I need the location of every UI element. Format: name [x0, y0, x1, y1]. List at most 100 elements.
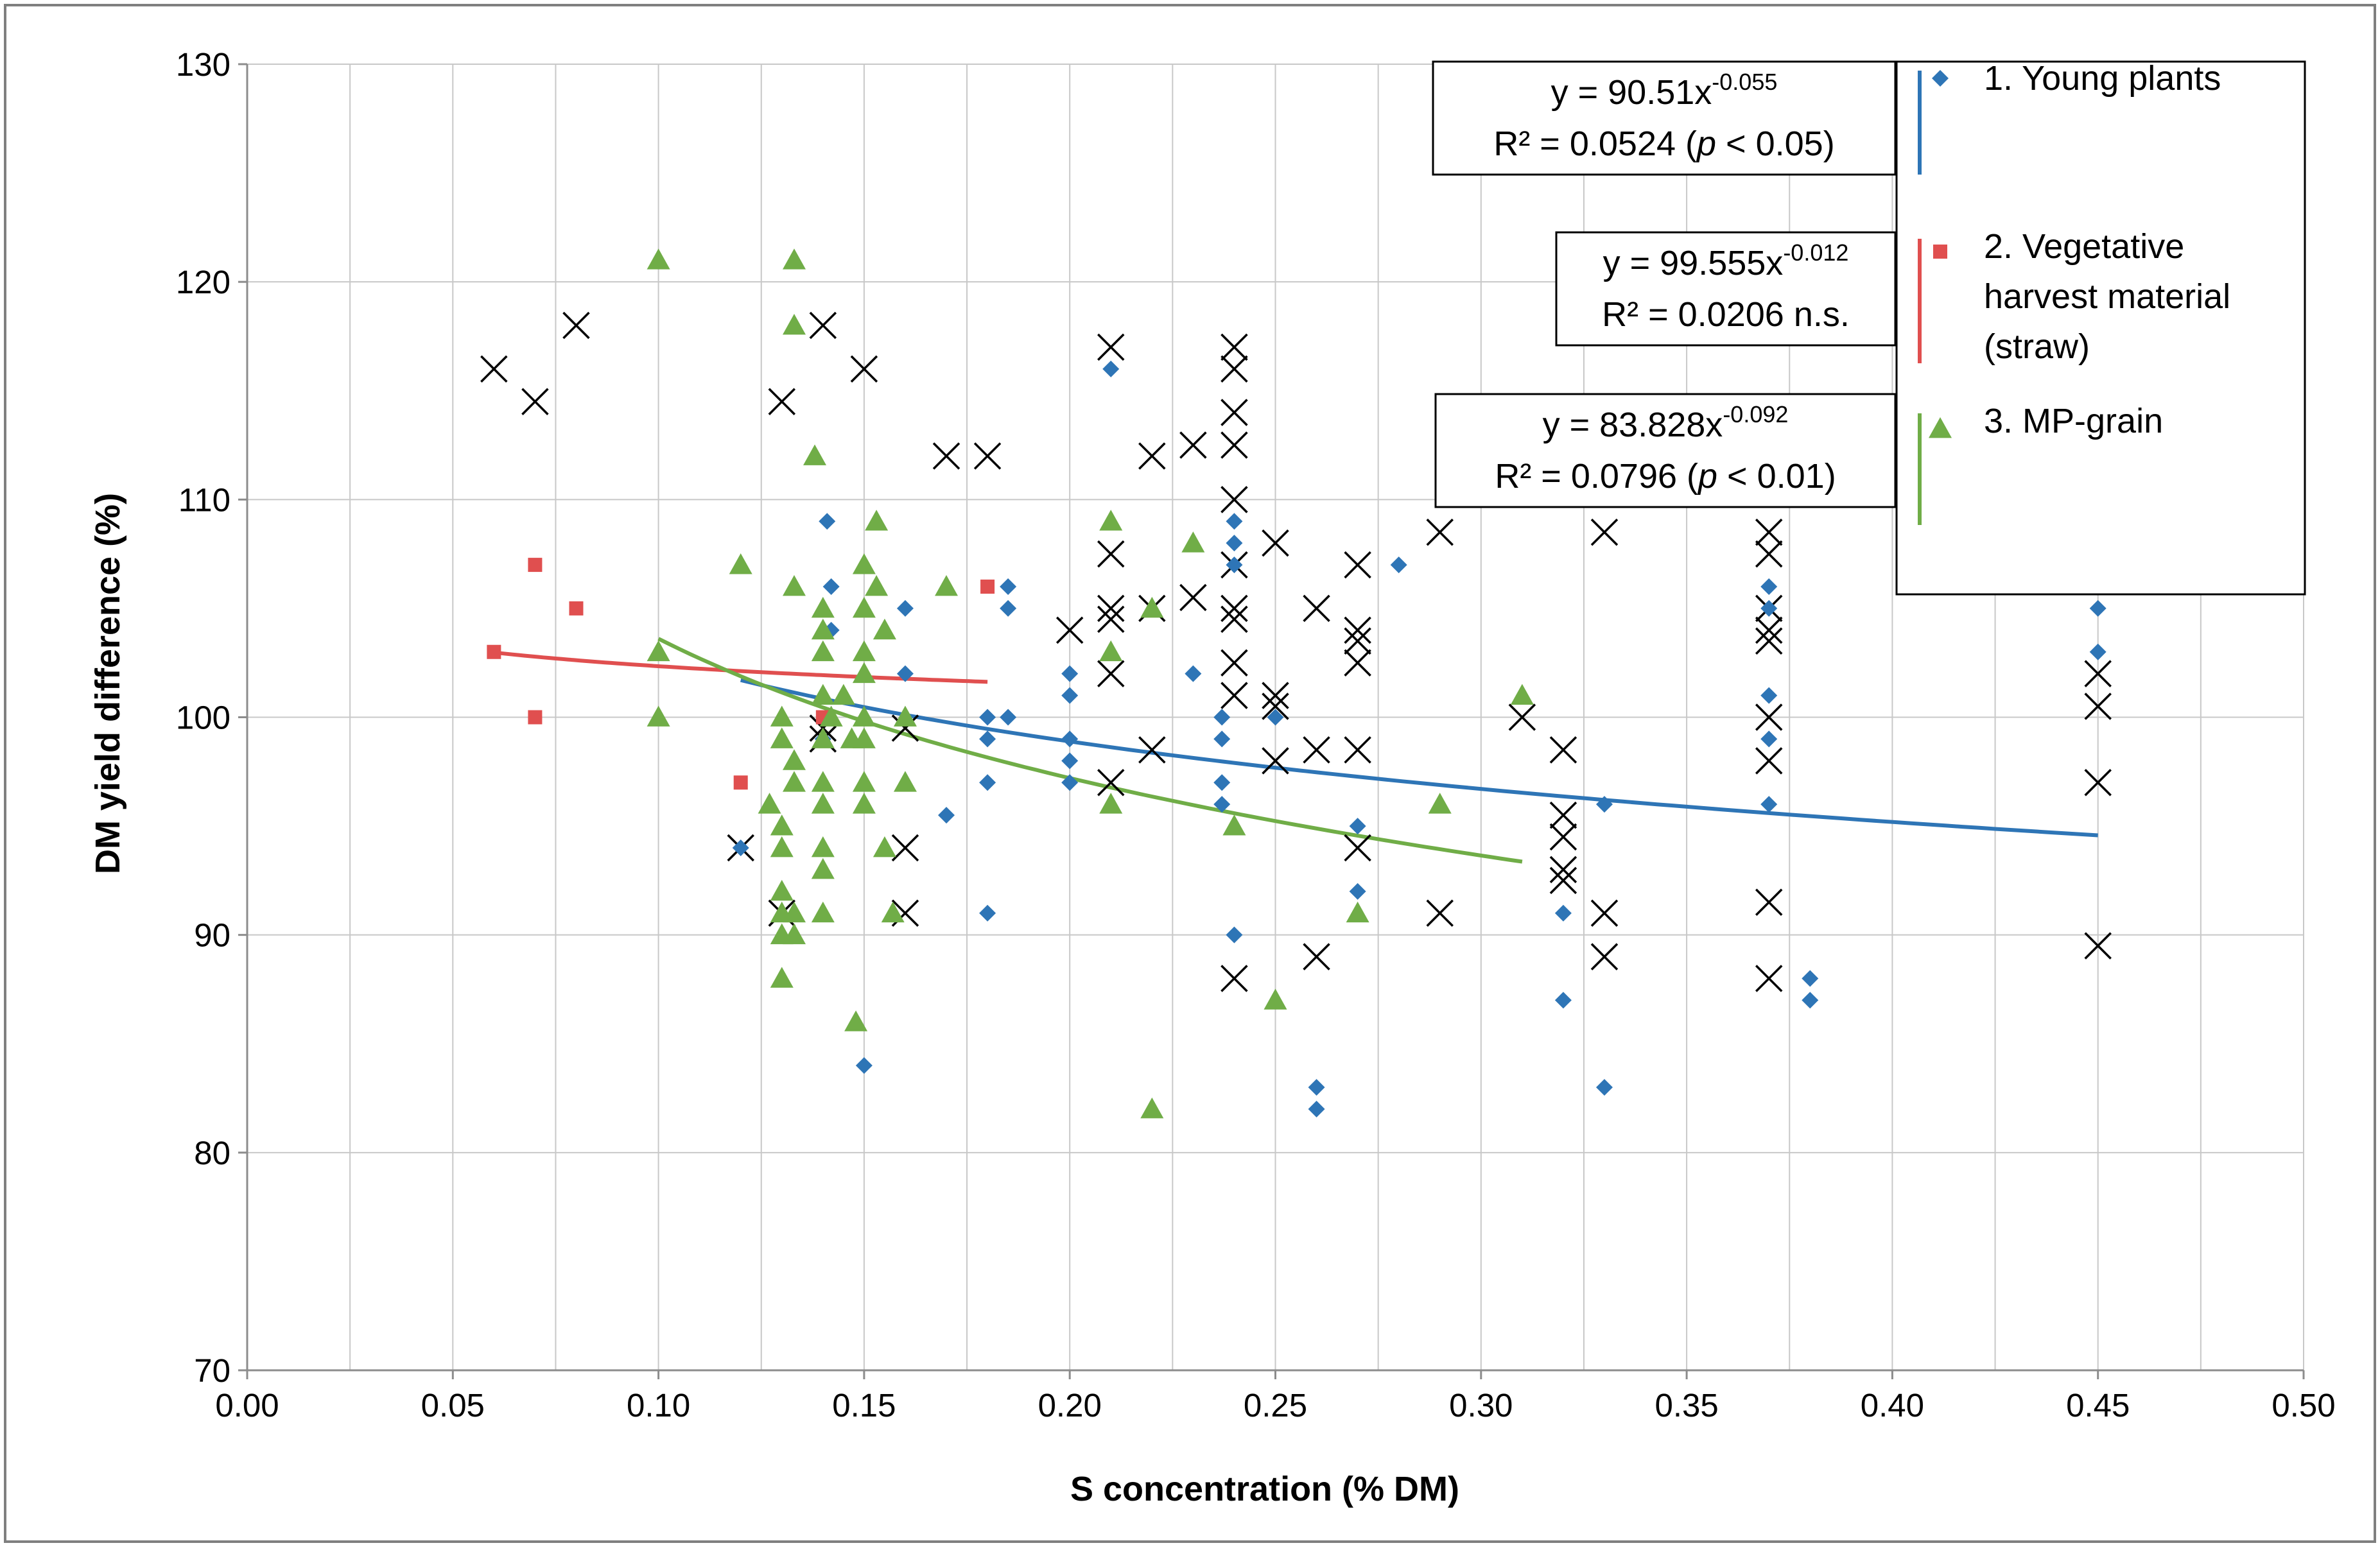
y-tick-label: 80 [194, 1135, 230, 1171]
data-point-triangle [647, 640, 670, 662]
data-point-diamond [1760, 687, 1778, 704]
data-point-triangle [811, 618, 835, 640]
data-point-triangle [782, 901, 806, 923]
data-point-diamond [1760, 578, 1778, 595]
legend-marker-diamond [1932, 70, 1949, 87]
trendline-equation: y = 83.828x-0.092 [1543, 401, 1789, 444]
equation-box-series-1: y = 90.51x-0.055 R² = 0.0524 (p < 0.05) [1432, 60, 1897, 176]
legend-entry-series-2: 2. Vegetative harvest material (straw) [1918, 227, 2230, 366]
data-point-square [569, 601, 584, 616]
data-point-triangle [647, 248, 670, 270]
data-point-diamond [1000, 599, 1017, 617]
data-point-diamond [732, 840, 749, 856]
data-point-x [1344, 649, 1371, 676]
data-point-square [528, 710, 543, 725]
y-tick-label: 130 [176, 46, 230, 83]
data-point-x [1220, 431, 1248, 459]
data-point-diamond [1102, 360, 1120, 377]
data-point-x [1549, 736, 1577, 764]
data-point-x [1097, 769, 1125, 797]
data-point-triangle [811, 901, 835, 923]
x-tick-label: 0.20 [1038, 1387, 1102, 1424]
data-point-triangle [865, 510, 889, 531]
data-point-triangle [873, 618, 896, 640]
data-point-triangle [865, 575, 889, 596]
data-point-diamond [2089, 599, 2106, 617]
legend-box [1895, 60, 2306, 596]
data-point-diamond [1061, 730, 1079, 748]
data-point-x [521, 388, 549, 415]
data-point-x [768, 388, 796, 415]
data-point-triangle [770, 967, 794, 988]
data-point-diamond [1226, 556, 1243, 574]
data-point-x [1549, 801, 1577, 829]
data-point-diamond [1390, 556, 1407, 574]
data-point-diamond [822, 578, 840, 595]
data-point-square [528, 558, 543, 573]
data-point-triangle [758, 793, 781, 814]
y-tick-label: 110 [178, 481, 230, 518]
data-point-triangle [811, 684, 835, 705]
data-point-triangle [729, 553, 752, 574]
equation-box-series-3: y = 83.828x-0.092 R² = 0.0796 (p < 0.01) [1434, 393, 1897, 508]
data-point-x [1344, 627, 1371, 655]
data-point-triangle [811, 771, 835, 792]
data-point-x [1097, 605, 1125, 633]
legend: 1. Young plants 2. Vegetative harvest mate… [1895, 59, 2306, 596]
data-point-x [1262, 529, 1289, 557]
data-point-triangle [782, 575, 806, 596]
data-point-diamond [1349, 883, 1366, 900]
data-point-x [1179, 431, 1207, 459]
data-point-diamond [1802, 970, 1819, 987]
data-point-diamond [1061, 687, 1079, 704]
y-tick-label: 120 [176, 264, 230, 300]
data-point-x [1220, 333, 1248, 361]
data-point-triangle [844, 1010, 868, 1031]
data-point-triangle [819, 705, 843, 727]
data-point-triangle [770, 836, 794, 857]
data-point-x [1220, 965, 1248, 992]
legend-label: harvest material [1984, 277, 2230, 316]
data-point-diamond [1308, 1079, 1325, 1096]
data-point-triangle [782, 314, 806, 335]
data-point-x [809, 311, 837, 340]
data-point-x [1097, 333, 1125, 361]
data-point-triangle [893, 771, 917, 792]
data-point-x [1549, 823, 1577, 851]
data-point-x [1549, 856, 1577, 884]
data-point-triangle [1181, 531, 1205, 553]
data-point-triangle [782, 771, 806, 792]
r-squared-label: R² = 0.0524 (p < 0.05) [1493, 125, 1834, 163]
data-point-diamond [1061, 665, 1079, 682]
data-point-x [1755, 747, 1783, 775]
data-point-diamond [979, 709, 996, 726]
r-squared-label: R² = 0.0796 (p < 0.01) [1495, 457, 1836, 495]
data-point-diamond [1760, 730, 1778, 748]
data-point-triangle [1346, 901, 1369, 923]
data-point-diamond [1000, 578, 1017, 595]
trendline-equation: y = 90.51x-0.055 [1551, 69, 1778, 112]
data-point-x [1344, 551, 1371, 579]
data-point-triangle [782, 749, 806, 770]
data-point-triangle [811, 793, 835, 814]
data-point-x [1220, 649, 1248, 676]
data-point-diamond [896, 665, 914, 682]
data-point-x [2084, 932, 2112, 960]
x-tick-label: 0.00 [215, 1387, 279, 1424]
legend-entry-series-1: 1. Young plants [1918, 59, 2221, 175]
data-point-x [2084, 769, 2112, 797]
data-point-x [1344, 736, 1371, 764]
data-point-x [1426, 518, 1454, 546]
data-point-x [1097, 540, 1125, 568]
data-point-diamond [819, 513, 836, 530]
data-point-diamond [1061, 752, 1079, 770]
data-point-triangle [1222, 814, 1246, 836]
data-point-x [1344, 616, 1371, 644]
y-tick-label: 70 [194, 1352, 230, 1389]
data-point-diamond [1554, 904, 1572, 922]
data-point-diamond [1267, 709, 1284, 726]
data-point-triangle [1099, 793, 1123, 814]
data-point-x [1220, 594, 1248, 623]
data-point-x [1220, 399, 1248, 426]
data-point-diamond [1213, 796, 1231, 813]
